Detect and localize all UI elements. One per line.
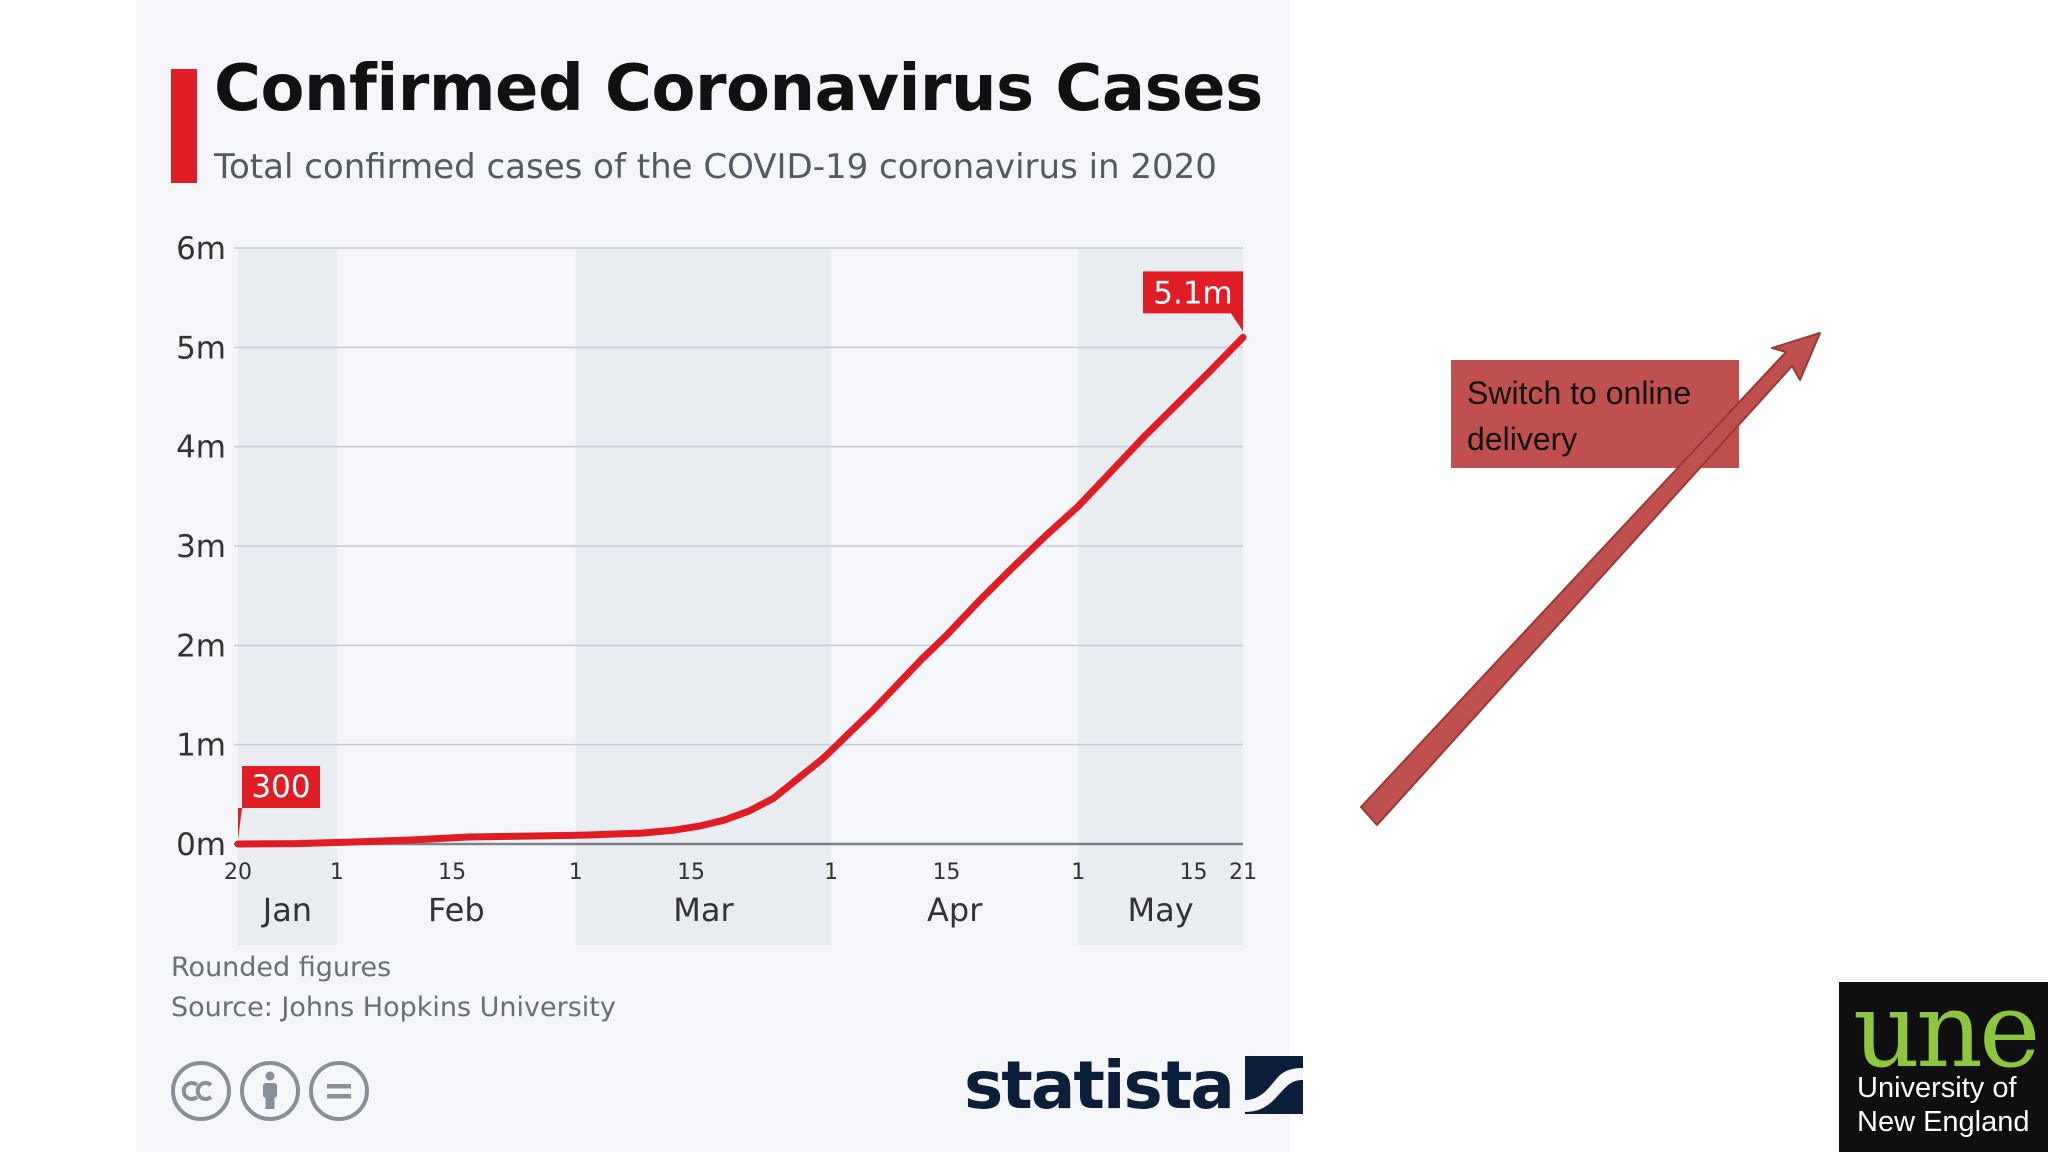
y-tick-label: 0m [176, 827, 226, 863]
data-labels: 300 5.1m [238, 271, 1243, 840]
x-tick-label: 1 [569, 860, 583, 885]
attribution-icon-glyph [263, 1071, 277, 1109]
month-label-jan: Jan [261, 891, 312, 929]
y-tick-label: 5m [176, 330, 226, 366]
footnote-rounded: Rounded figures [171, 952, 392, 983]
x-tick-label: 15 [1180, 860, 1208, 885]
month-label-mar: Mar [673, 891, 734, 929]
x-tick-label: 1 [330, 860, 344, 885]
une-logo: une University of New England [1839, 982, 2048, 1152]
statista-wordmark: statista [964, 1046, 1235, 1124]
statista-logo[interactable]: statista [964, 1045, 1303, 1125]
cases-line [234, 333, 1247, 848]
online-delivery-callout: Switch to online delivery [1451, 360, 1739, 468]
x-tick-label: 15 [677, 860, 705, 885]
start-label-box [238, 765, 320, 840]
no-derivatives-icon[interactable] [309, 1061, 369, 1121]
line-chart: 0m 1m 2m 3m 4m 5m 6m 20 1 15 1 15 1 15 1 15 21 Jan Feb Ma… [176, 231, 1257, 945]
y-tick-label: 2m [176, 628, 226, 664]
month-band-may [1078, 248, 1243, 945]
month-label-feb: Feb [428, 891, 485, 929]
gridlines [234, 247, 1243, 746]
statista-mark-icon [1244, 1056, 1303, 1114]
cc-icon-glyph [181, 1081, 213, 1101]
chart-title: Confirmed Coronavirus Cases [214, 52, 1263, 126]
cc-icon[interactable] [171, 1061, 231, 1121]
une-logo-line1: University of [1857, 1072, 2017, 1104]
x-axis-tick-labels: 20 1 15 1 15 1 15 1 15 21 [224, 860, 1257, 885]
start-value-label: 300 [251, 769, 310, 805]
y-tick-label: 3m [176, 529, 226, 565]
x-tick-label: 1 [1071, 860, 1085, 885]
month-band-jan [238, 248, 337, 945]
end-label-box [1143, 271, 1243, 332]
y-tick-label: 4m [176, 430, 226, 466]
x-tick-label: 20 [224, 860, 252, 885]
source-note: Source: Johns Hopkins University [171, 992, 616, 1023]
month-label-apr: Apr [927, 891, 983, 929]
x-tick-label: 15 [438, 860, 466, 885]
x-axis-month-labels: Jan Feb Mar Apr May [261, 891, 1194, 929]
chart-subtitle: Total confirmed cases of the COVID-19 co… [214, 147, 1217, 187]
une-logo-line2: New England [1857, 1106, 2030, 1138]
x-tick-label: 15 [932, 860, 960, 885]
month-band-mar [575, 248, 832, 945]
title-accent-bar [171, 69, 197, 183]
attribution-icon[interactable] [240, 1061, 300, 1121]
month-label-may: May [1128, 891, 1194, 929]
y-tick-label: 1m [176, 728, 226, 764]
end-value-label: 5.1m [1153, 275, 1233, 311]
y-axis-labels: 0m 1m 2m 3m 4m 5m 6m [176, 231, 226, 863]
une-logo-mark: une [1853, 982, 2041, 1091]
x-tick-label: 21 [1229, 860, 1257, 885]
x-tick-label: 1 [824, 860, 838, 885]
no-derivatives-icon-glyph [327, 1084, 351, 1099]
y-tick-label: 6m [176, 231, 226, 267]
